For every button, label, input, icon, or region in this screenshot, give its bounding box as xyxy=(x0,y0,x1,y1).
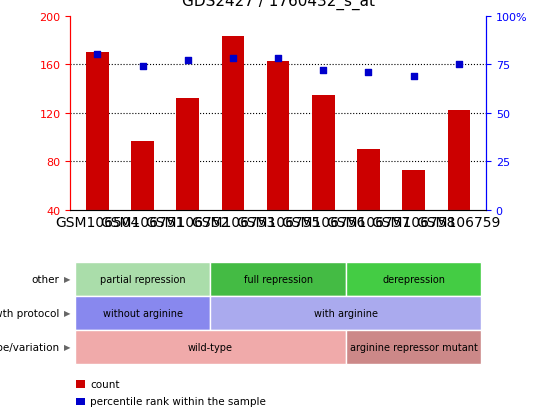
Bar xyxy=(448,111,470,211)
Bar xyxy=(76,398,85,405)
Bar xyxy=(75,330,346,364)
Point xyxy=(138,64,147,70)
Bar xyxy=(346,330,482,364)
Bar xyxy=(177,99,199,211)
Text: full repression: full repression xyxy=(244,274,313,284)
Point xyxy=(228,56,237,62)
Text: percentile rank within the sample: percentile rank within the sample xyxy=(90,396,266,406)
Text: arginine repressor mutant: arginine repressor mutant xyxy=(350,342,477,352)
Point xyxy=(184,58,192,64)
Point xyxy=(455,62,463,68)
Text: ▶: ▶ xyxy=(64,342,71,351)
Bar xyxy=(312,95,335,211)
Bar xyxy=(357,150,380,211)
Point xyxy=(93,52,102,59)
Point xyxy=(274,56,282,62)
Text: with arginine: with arginine xyxy=(314,308,378,318)
Text: partial repression: partial repression xyxy=(100,274,185,284)
Bar xyxy=(75,296,210,330)
Text: derepression: derepression xyxy=(382,274,445,284)
Text: without arginine: without arginine xyxy=(103,308,183,318)
Bar xyxy=(221,37,244,211)
Text: wild-type: wild-type xyxy=(188,342,233,352)
Bar xyxy=(210,296,482,330)
Point xyxy=(364,69,373,76)
Text: ▶: ▶ xyxy=(64,275,71,284)
Text: genotype/variation: genotype/variation xyxy=(0,342,59,352)
Point xyxy=(409,74,418,80)
Bar xyxy=(75,262,210,296)
Bar xyxy=(131,142,154,211)
Bar xyxy=(86,53,109,211)
Bar xyxy=(76,380,85,388)
Text: other: other xyxy=(31,274,59,284)
Text: growth protocol: growth protocol xyxy=(0,308,59,318)
Text: count: count xyxy=(90,379,120,389)
Point xyxy=(319,68,328,74)
Bar xyxy=(346,262,482,296)
Bar xyxy=(402,171,425,211)
Title: GDS2427 / 1760432_s_at: GDS2427 / 1760432_s_at xyxy=(181,0,375,9)
Bar xyxy=(210,262,346,296)
Text: ▶: ▶ xyxy=(64,309,71,318)
Bar xyxy=(267,62,289,211)
